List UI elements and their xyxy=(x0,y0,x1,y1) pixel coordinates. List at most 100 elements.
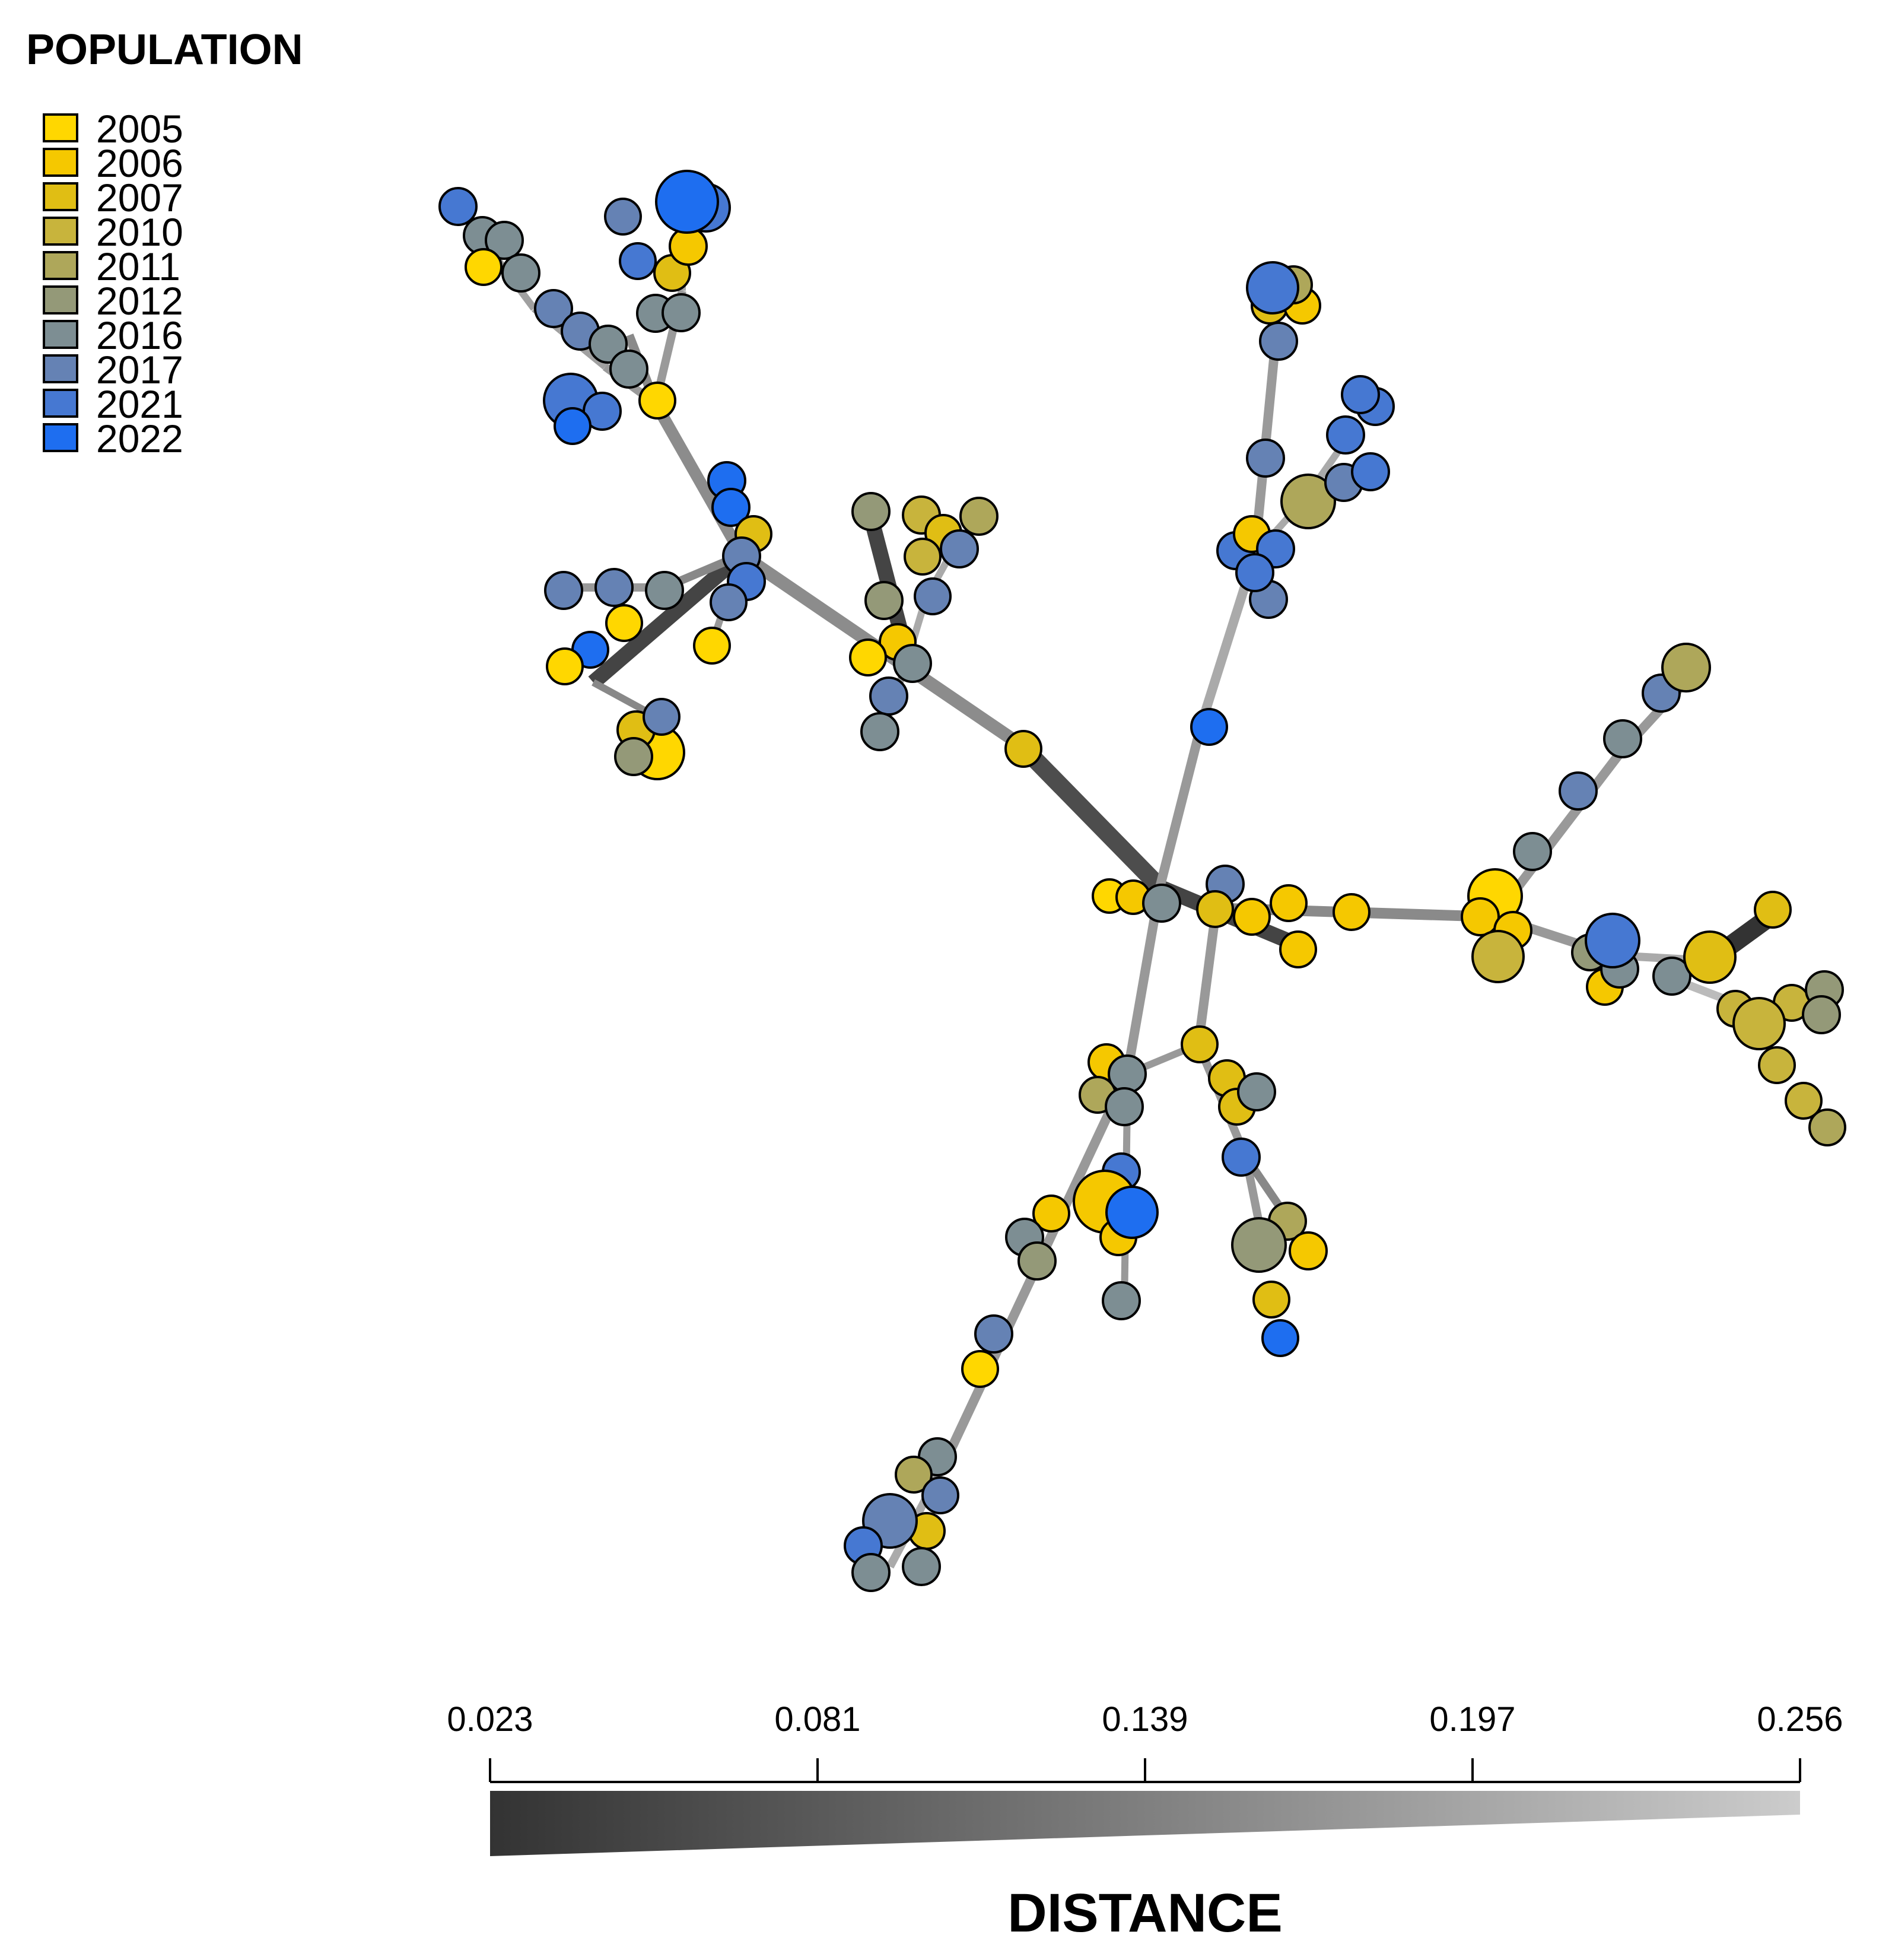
legend-label: 2021 xyxy=(96,382,183,426)
node xyxy=(1279,930,1317,968)
node xyxy=(1333,893,1370,931)
edge xyxy=(1194,907,1221,1046)
node xyxy=(1252,1281,1290,1319)
node xyxy=(851,492,891,531)
node xyxy=(1661,643,1711,692)
node xyxy=(1351,452,1390,491)
node xyxy=(1754,891,1792,929)
legend-item-2022: 2022 xyxy=(43,417,183,460)
legend-swatch xyxy=(43,148,78,177)
node xyxy=(1261,1319,1299,1357)
node xyxy=(614,737,653,776)
node xyxy=(1237,1072,1276,1111)
node xyxy=(1004,730,1042,768)
node xyxy=(864,581,904,620)
legend-item-2012: 2012 xyxy=(43,279,183,323)
node xyxy=(534,289,573,328)
node xyxy=(546,647,584,685)
node xyxy=(1471,930,1525,983)
node xyxy=(1732,997,1786,1050)
edge xyxy=(1014,738,1166,894)
legend-item-2010: 2010 xyxy=(43,210,183,254)
scale-axis xyxy=(489,1758,1801,1783)
node xyxy=(849,638,887,676)
population-legend: POPULATION 2005 2006 2007 2010 2011 2012… xyxy=(26,26,303,460)
node xyxy=(619,242,657,280)
node xyxy=(1235,553,1274,592)
node xyxy=(554,407,592,445)
node xyxy=(605,604,643,642)
tick-label-0: 0.023 xyxy=(447,1700,533,1739)
node xyxy=(544,571,583,610)
node xyxy=(869,676,908,716)
legend-label: 2006 xyxy=(96,141,183,185)
legend-item-2007: 2007 xyxy=(43,176,183,220)
legend-label: 2010 xyxy=(96,210,183,254)
node xyxy=(895,1456,933,1494)
node xyxy=(1461,897,1500,936)
node xyxy=(1231,1217,1287,1273)
node xyxy=(662,293,701,332)
legend-swatch xyxy=(43,113,78,142)
node xyxy=(914,577,952,615)
node xyxy=(974,1314,1013,1354)
node xyxy=(904,538,942,576)
node xyxy=(438,187,478,226)
node xyxy=(1341,375,1380,414)
legend-label: 2012 xyxy=(96,279,183,323)
node xyxy=(465,248,503,286)
legend-swatch xyxy=(43,423,78,452)
node xyxy=(1105,1186,1159,1239)
node xyxy=(1190,708,1228,746)
node xyxy=(655,170,719,234)
node xyxy=(501,253,540,293)
legend-label: 2016 xyxy=(96,313,183,357)
legend-swatch xyxy=(43,251,78,280)
node xyxy=(604,198,642,236)
legend-label: 2022 xyxy=(96,417,183,460)
node xyxy=(1289,1231,1328,1270)
legend-swatch xyxy=(43,354,78,383)
node xyxy=(1105,1087,1144,1126)
legend-label: 2011 xyxy=(96,244,180,288)
node xyxy=(711,488,751,527)
node xyxy=(710,583,748,621)
tick-label-2: 0.139 xyxy=(1102,1700,1188,1739)
node xyxy=(485,221,524,260)
node xyxy=(1246,439,1285,478)
node xyxy=(940,529,979,568)
edge xyxy=(650,401,747,558)
node xyxy=(638,382,676,420)
legend-swatch xyxy=(43,182,78,211)
edge xyxy=(1155,723,1206,888)
node xyxy=(1233,898,1271,936)
node xyxy=(1181,1025,1219,1063)
legend-item-2011: 2011 xyxy=(43,244,180,288)
node xyxy=(1280,474,1336,529)
node xyxy=(1032,1195,1070,1232)
node xyxy=(645,571,684,610)
node xyxy=(1270,884,1308,922)
legend-item-2017: 2017 xyxy=(43,348,183,392)
node xyxy=(1017,1241,1057,1281)
node xyxy=(643,698,681,736)
node xyxy=(1102,1281,1141,1320)
node xyxy=(1585,913,1640,968)
node xyxy=(1222,1138,1261,1177)
node xyxy=(1802,995,1841,1034)
node xyxy=(959,497,999,536)
legend-swatch xyxy=(43,320,78,349)
node xyxy=(1142,884,1181,923)
node xyxy=(1808,1108,1846,1146)
node xyxy=(1785,1082,1823,1120)
tick-label-1: 0.081 xyxy=(774,1700,860,1739)
node xyxy=(1559,771,1598,811)
legend-swatch xyxy=(43,217,78,246)
node xyxy=(1758,1046,1796,1084)
legend-label: 2005 xyxy=(96,107,183,151)
node xyxy=(1196,890,1234,928)
node xyxy=(921,1476,959,1514)
node xyxy=(693,627,731,665)
legend-item-2005: 2005 xyxy=(43,107,183,151)
